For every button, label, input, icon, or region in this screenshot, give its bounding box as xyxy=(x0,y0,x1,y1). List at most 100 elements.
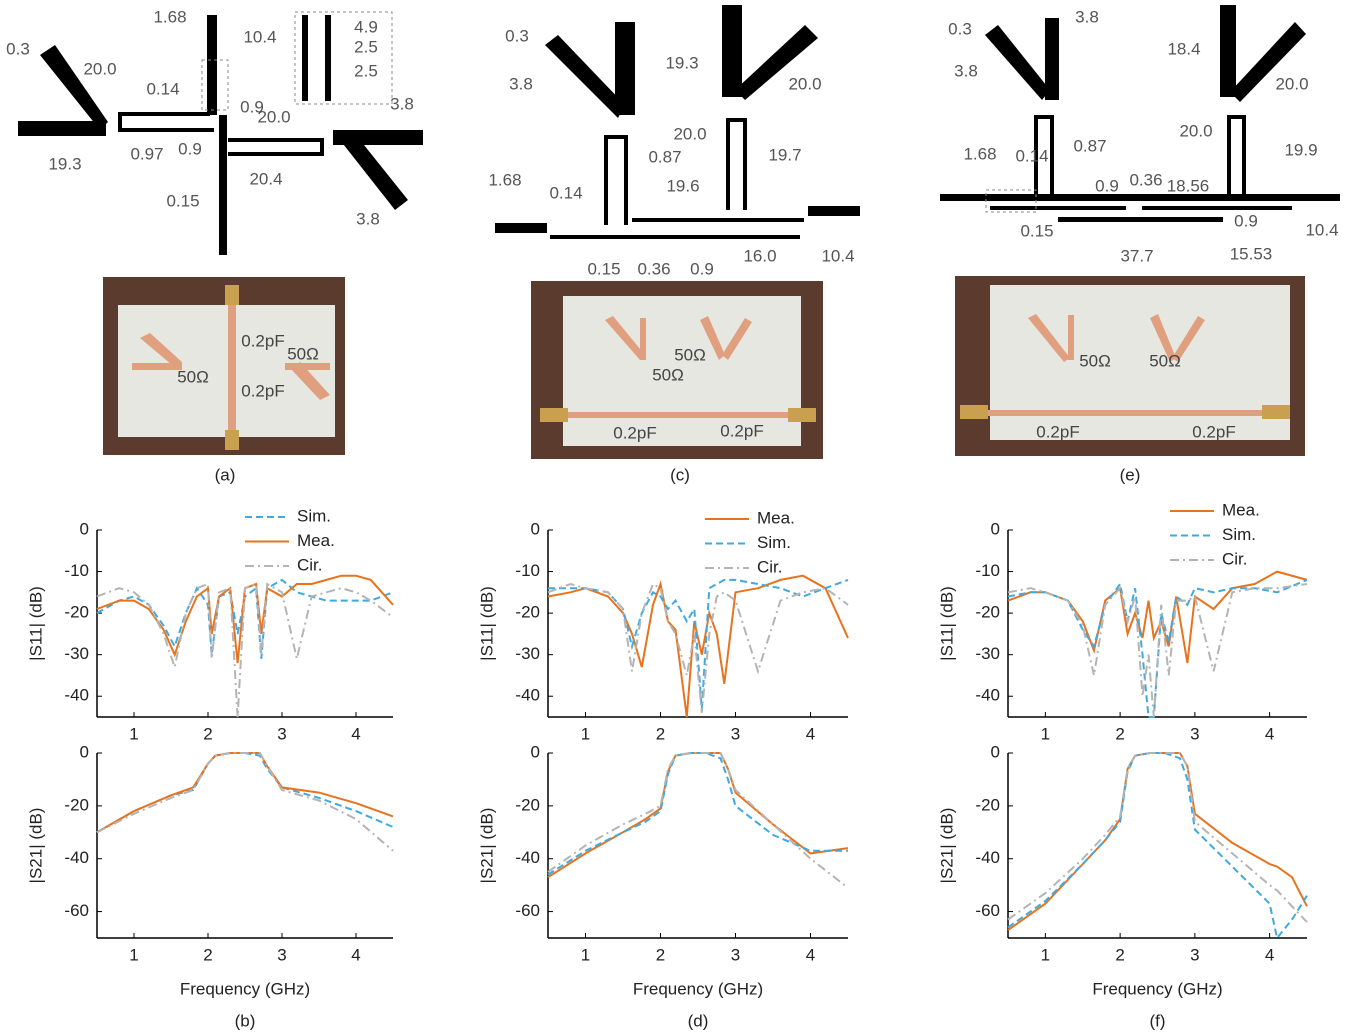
legend-label: Cir. xyxy=(1222,549,1248,568)
y-axis-label: |S11| (dB) xyxy=(477,586,496,661)
caption: (e) xyxy=(1120,465,1141,484)
photo-label: 0.2pF xyxy=(1192,422,1235,441)
x-axis-label: Frequency (GHz) xyxy=(1092,979,1222,998)
y-tick-label: -40 xyxy=(515,686,540,705)
dimension-label: 20.0 xyxy=(673,124,706,143)
dimension-label: 20.4 xyxy=(249,169,282,188)
photo-label: 50Ω xyxy=(287,344,319,363)
series-line xyxy=(547,752,848,876)
dimension-label: 0.14 xyxy=(1015,146,1048,165)
dimension-label: 19.9 xyxy=(1284,140,1317,159)
y-tick-label: -20 xyxy=(515,603,540,622)
y-axis-label: |S21| (dB) xyxy=(477,808,496,884)
dimension-label: 3.8 xyxy=(390,94,414,113)
y-tick-label: 0 xyxy=(80,742,89,761)
x-tick-label: 4 xyxy=(1265,724,1274,743)
dimension-label: 0.9 xyxy=(1234,211,1258,230)
x-tick-label: 4 xyxy=(351,724,360,743)
x-tick-label: 1 xyxy=(581,724,590,743)
dimension-label: 18.4 xyxy=(1167,39,1200,58)
legend-label: Cir. xyxy=(757,557,783,576)
x-tick-label: 2 xyxy=(1115,724,1124,743)
series-line xyxy=(1007,752,1308,941)
dimension-label: 37.7 xyxy=(1120,246,1153,265)
y-tick-label: -30 xyxy=(975,644,1000,663)
y-tick-label: -60 xyxy=(515,901,540,920)
caption: (a) xyxy=(215,465,236,484)
caption: (c) xyxy=(670,465,690,484)
series-line xyxy=(96,752,394,852)
y-axis-label: |S11| (dB) xyxy=(26,586,45,661)
x-tick-label: 3 xyxy=(277,945,286,964)
legend-label: Sim. xyxy=(1222,525,1256,544)
y-tick-label: -20 xyxy=(975,603,1000,622)
legend-label: Mea. xyxy=(1222,500,1260,519)
x-axis-label: Frequency (GHz) xyxy=(633,979,763,998)
photo-label: 0.2pF xyxy=(1036,422,1079,441)
photo-label: 50Ω xyxy=(674,345,706,364)
x-tick-label: 2 xyxy=(1115,945,1124,964)
x-tick-label: 4 xyxy=(806,724,815,743)
y-tick-label: -20 xyxy=(975,795,1000,814)
series-line xyxy=(1007,752,1308,931)
y-tick-label: 0 xyxy=(531,519,540,538)
dimension-label: 0.15 xyxy=(587,259,620,278)
dimension-label: 0.3 xyxy=(6,39,30,58)
dimension-label: 16.0 xyxy=(743,246,776,265)
dimension-label: 0.9 xyxy=(1095,176,1119,195)
x-tick-label: 1 xyxy=(1041,724,1050,743)
dimension-label: 3.8 xyxy=(356,209,380,228)
photo-label: 0.2pF xyxy=(241,381,284,400)
y-tick-label: -40 xyxy=(975,848,1000,867)
x-tick-label: 1 xyxy=(129,945,138,964)
photo-label: 50Ω xyxy=(652,365,684,384)
layout-e xyxy=(940,5,1340,222)
x-tick-label: 3 xyxy=(731,724,740,743)
y-tick-label: 0 xyxy=(991,519,1000,538)
dimension-label: 0.14 xyxy=(549,183,582,202)
dimension-label: 19.7 xyxy=(768,145,801,164)
series-line xyxy=(548,578,849,709)
photo-label: 0.2pF xyxy=(241,331,284,350)
dimension-label: 0.87 xyxy=(1073,136,1106,155)
dimension-label: 20.0 xyxy=(1179,121,1212,140)
dimension-label: 19.6 xyxy=(666,176,699,195)
legend-label: Mea. xyxy=(757,508,795,527)
y-tick-label: -40 xyxy=(64,686,89,705)
y-tick-label: 0 xyxy=(80,519,89,538)
dimension-label: 0.87 xyxy=(648,147,681,166)
y-axis-label: |S11| (dB) xyxy=(937,586,956,661)
y-axis-label: |S21| (dB) xyxy=(26,808,45,884)
dimension-label: 10.4 xyxy=(1305,220,1338,239)
x-tick-label: 1 xyxy=(129,724,138,743)
dimension-label: 1.68 xyxy=(963,144,996,163)
y-tick-label: 0 xyxy=(531,742,540,761)
x-tick-label: 2 xyxy=(656,724,665,743)
dimension-label: 10.4 xyxy=(243,27,276,46)
y-tick-label: -60 xyxy=(64,901,89,920)
y-tick-label: -10 xyxy=(975,561,1000,580)
photo-label: 0.2pF xyxy=(613,423,656,442)
x-tick-label: 3 xyxy=(277,724,286,743)
dimension-label: 0.14 xyxy=(146,79,179,98)
series-line xyxy=(547,582,849,713)
caption: (f) xyxy=(1149,1011,1165,1030)
caption: (d) xyxy=(688,1011,709,1030)
series-line xyxy=(96,582,394,718)
series-line xyxy=(1007,583,1308,718)
y-tick-label: -10 xyxy=(515,561,540,580)
dimension-label: 1.68 xyxy=(488,170,521,189)
dimension-label: 0.3 xyxy=(948,19,972,38)
dimension-label: 20.0 xyxy=(83,59,116,78)
dimension-label: 20.0 xyxy=(788,74,821,93)
dimension-label: 20.0 xyxy=(257,107,290,126)
dimension-label: 0.9 xyxy=(690,259,714,278)
dimension-label: 20.0 xyxy=(1275,74,1308,93)
dimension-label: 0.36 xyxy=(637,259,670,278)
photo-label: 50Ω xyxy=(1079,351,1111,370)
x-tick-label: 2 xyxy=(203,945,212,964)
photo-label: 50Ω xyxy=(1149,351,1181,370)
layout-a xyxy=(18,15,423,255)
dimension-label: 2.5 xyxy=(354,37,378,56)
x-tick-label: 1 xyxy=(581,945,590,964)
